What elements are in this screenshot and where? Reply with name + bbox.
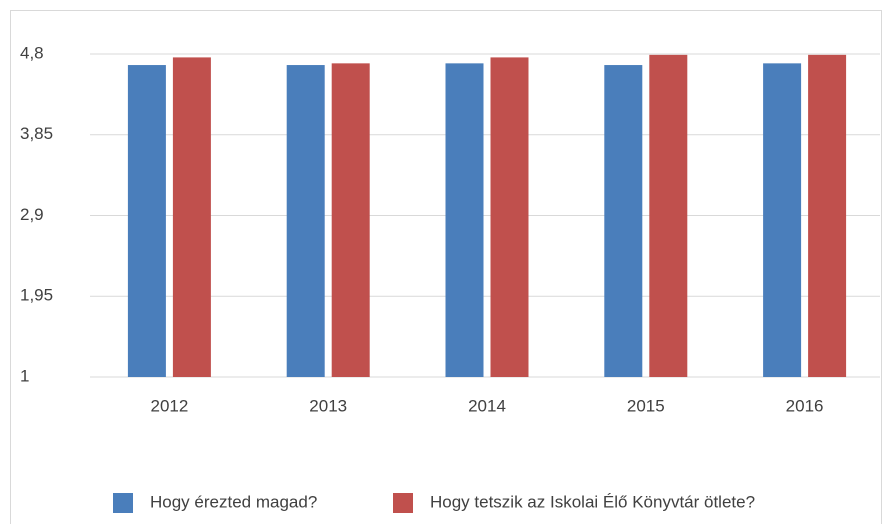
bar <box>604 65 643 378</box>
y-tick-label: 3,85 <box>20 124 53 143</box>
legend-swatch <box>113 493 133 513</box>
bar <box>172 57 211 378</box>
x-tick-label: 2015 <box>627 396 665 415</box>
legend-label: Hogy érezted magad? <box>150 492 317 511</box>
bar <box>808 54 847 377</box>
y-tick-label: 1,95 <box>20 286 53 305</box>
bar <box>763 63 802 377</box>
x-tick-label: 2014 <box>468 396 506 415</box>
y-tick-label: 4,8 <box>20 43 44 62</box>
bar <box>445 63 484 377</box>
legend-swatch <box>393 493 413 513</box>
legend-label: Hogy tetszik az Iskolai Élő Könyvtár ötl… <box>430 492 755 511</box>
y-tick-label: 2,9 <box>20 205 44 224</box>
y-tick-label: 1 <box>20 366 29 385</box>
bar <box>331 63 370 377</box>
bar <box>286 65 325 378</box>
bar <box>490 57 529 378</box>
bar <box>127 65 166 378</box>
x-tick-label: 2016 <box>786 396 824 415</box>
x-tick-label: 2013 <box>309 396 347 415</box>
x-tick-label: 2012 <box>150 396 188 415</box>
bar <box>649 54 688 377</box>
